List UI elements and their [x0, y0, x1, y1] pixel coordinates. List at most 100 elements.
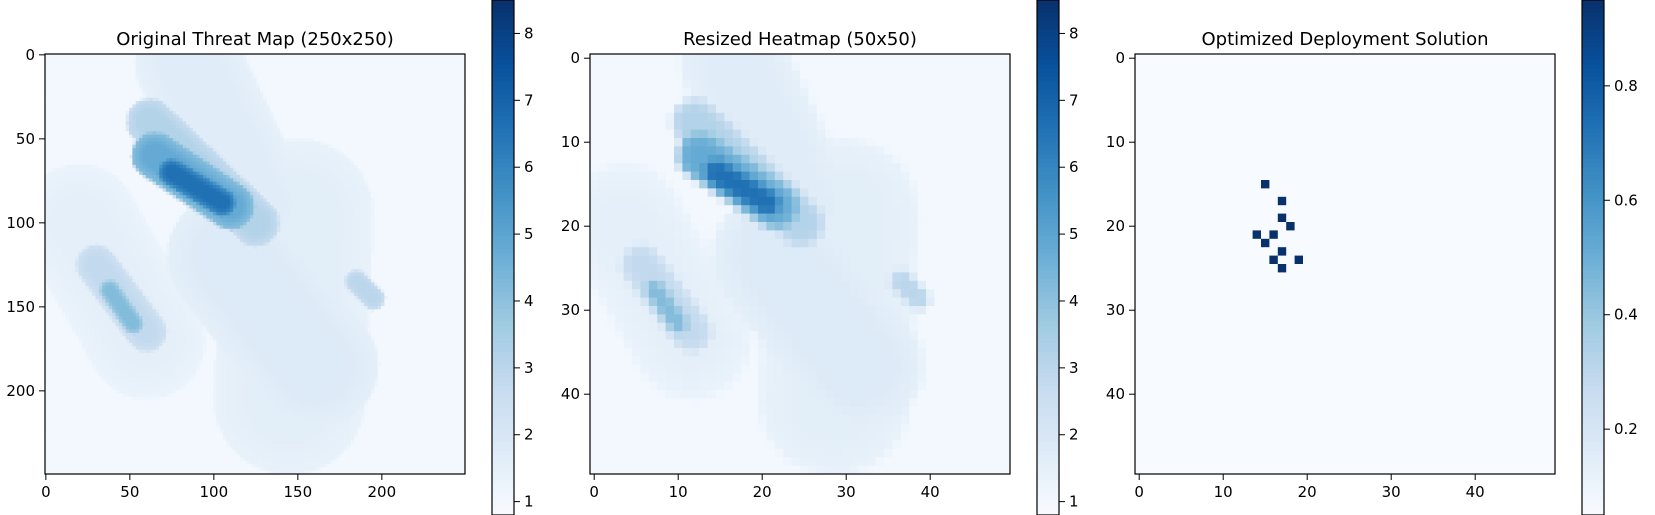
heatmap-cell [367, 171, 372, 176]
heatmap-cell [350, 90, 355, 95]
heatmap-cell [441, 151, 446, 156]
heatmap-cell [253, 90, 258, 95]
heatmap-cell [307, 148, 311, 152]
heatmap-cell [310, 90, 315, 95]
heatmap-cell [118, 54, 123, 58]
heatmap-cell [108, 164, 113, 169]
heatmap-cell [186, 107, 190, 112]
heatmap-cell [323, 97, 328, 102]
heatmap-cell [256, 124, 261, 129]
heatmap-cell [421, 64, 426, 68]
heatmap-cell [421, 131, 426, 135]
heatmap-cell [344, 151, 348, 156]
heatmap-cell [270, 64, 274, 68]
heatmap-cell [347, 101, 352, 105]
heatmap-cell [340, 117, 345, 122]
heatmap-cell [404, 134, 409, 139]
heatmap-cell [431, 64, 436, 68]
heatmap-cell [260, 114, 264, 119]
heatmap-cell [374, 168, 378, 172]
heatmap-cell [139, 70, 143, 75]
heatmap-cell [122, 134, 126, 139]
heatmap-cell [454, 114, 459, 119]
heatmap-cell [179, 131, 184, 135]
heatmap-cell [303, 185, 308, 189]
heatmap-cell [350, 84, 355, 88]
heatmap-cell [280, 84, 284, 88]
heatmap-cell [451, 124, 456, 129]
heatmap-cell [401, 67, 405, 72]
heatmap-cell [115, 87, 120, 92]
heatmap-cell [226, 171, 231, 176]
heatmap-cell [330, 60, 335, 65]
heatmap-cell [461, 60, 466, 65]
heatmap-cell [75, 158, 79, 162]
heatmap-cell [273, 158, 278, 162]
heatmap-cell [458, 164, 462, 169]
heatmap-cell [112, 117, 116, 122]
heatmap-cell [176, 54, 180, 58]
heatmap-cell [327, 67, 331, 72]
heatmap-cell [85, 70, 90, 75]
heatmap-cell [186, 181, 190, 186]
heatmap-cell [370, 101, 375, 105]
heatmap-cell [58, 181, 63, 186]
heatmap-cell [293, 111, 298, 115]
heatmap-cell [108, 181, 113, 186]
heatmap-cell [105, 164, 110, 169]
heatmap-cell [374, 174, 378, 179]
heatmap-cell [236, 151, 241, 156]
heatmap-cell [179, 141, 184, 146]
heatmap-cell [333, 151, 338, 156]
heatmap-cell [310, 87, 315, 92]
heatmap-cell [411, 138, 415, 142]
heatmap-cell [286, 164, 291, 169]
heatmap-cell [139, 77, 143, 82]
heatmap-cell [199, 101, 204, 105]
heatmap-cell [169, 70, 174, 75]
heatmap-cell [223, 134, 227, 139]
heatmap-cell [85, 121, 90, 125]
heatmap-cell [186, 94, 190, 99]
heatmap-cell [407, 57, 412, 62]
heatmap-cell [270, 151, 274, 156]
heatmap-cell [176, 171, 180, 176]
heatmap-cell [454, 97, 459, 102]
heatmap-cell [206, 138, 210, 142]
heatmap-cell [145, 107, 150, 112]
heatmap-cell [330, 164, 335, 169]
heatmap-cell [384, 148, 389, 152]
heatmap-cell [122, 107, 126, 112]
heatmap-cell [125, 67, 130, 72]
heatmap-cell [229, 151, 234, 156]
heatmap-cell [186, 131, 190, 135]
heatmap-cell [122, 127, 126, 132]
heatmap-cell [95, 161, 100, 166]
heatmap-cell [377, 54, 382, 58]
heatmap-cell [441, 87, 446, 92]
heatmap-cell [182, 144, 187, 149]
heatmap-cell [297, 178, 301, 183]
heatmap-cell [290, 80, 294, 85]
heatmap-cell [266, 174, 271, 179]
heatmap-cell [112, 60, 116, 65]
heatmap-cell [360, 131, 365, 135]
heatmap-cell [159, 174, 163, 179]
heatmap-cell [307, 101, 311, 105]
heatmap-cell [434, 74, 439, 78]
heatmap-cell [360, 77, 365, 82]
heatmap-cell [223, 161, 227, 166]
heatmap-cell [68, 67, 73, 72]
heatmap-cell [411, 64, 415, 68]
heatmap-cell [300, 124, 305, 129]
heatmap-cell [229, 117, 234, 122]
heatmap-cell [266, 87, 271, 92]
heatmap-cell [65, 174, 69, 179]
heatmap-cell [213, 164, 217, 169]
heatmap-cell [85, 151, 90, 156]
heatmap-cell [129, 178, 133, 183]
heatmap-cell [243, 161, 247, 166]
heatmap-cell [381, 121, 385, 125]
heatmap-cell [421, 77, 426, 82]
heatmap-cell [213, 127, 217, 132]
